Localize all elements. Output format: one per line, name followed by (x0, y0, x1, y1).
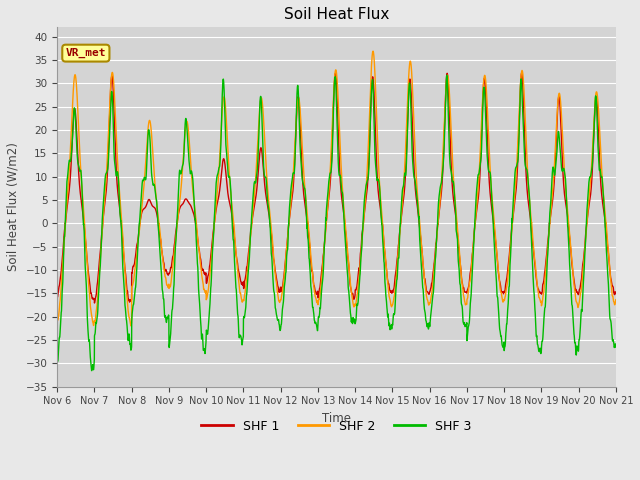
Line: SHF 1: SHF 1 (57, 73, 616, 303)
SHF 3 (493, 294, 501, 300)
SHF 1 (91, 300, 99, 306)
SHF 1 (612, 291, 620, 297)
Text: VR_met: VR_met (66, 48, 106, 58)
SHF 1 (431, 254, 438, 260)
SHF 3 (462, 323, 470, 329)
SHF 3 (88, 368, 95, 373)
SHF 2 (154, 210, 161, 216)
Y-axis label: Soil Heat Flux (W/m2): Soil Heat Flux (W/m2) (7, 143, 20, 271)
SHF 3 (443, 72, 451, 78)
SHF 1 (611, 289, 619, 295)
SHF 1 (518, 70, 525, 76)
SHF 2 (431, 257, 439, 263)
SHF 1 (493, 259, 501, 265)
SHF 2 (316, 294, 324, 300)
Legend: SHF 1, SHF 2, SHF 3: SHF 1, SHF 2, SHF 3 (196, 415, 477, 438)
SHF 2 (127, 323, 135, 329)
SHF 3 (154, 216, 161, 222)
SHF 2 (493, 259, 501, 265)
SHF 3 (53, 360, 61, 366)
SHF 1 (53, 294, 61, 300)
SHF 1 (462, 289, 470, 295)
SHF 2 (369, 48, 377, 54)
Title: Soil Heat Flux: Soil Heat Flux (284, 7, 389, 22)
SHF 3 (611, 344, 619, 349)
X-axis label: Time: Time (322, 412, 351, 425)
SHF 2 (462, 301, 470, 307)
SHF 2 (612, 297, 620, 302)
SHF 3 (316, 308, 324, 313)
SHF 3 (431, 262, 438, 268)
SHF 2 (53, 318, 61, 324)
SHF 3 (612, 341, 620, 347)
SHF 2 (611, 300, 619, 306)
SHF 1 (316, 285, 324, 291)
Line: SHF 2: SHF 2 (57, 51, 616, 326)
Line: SHF 3: SHF 3 (57, 75, 616, 371)
SHF 1 (154, 216, 161, 222)
